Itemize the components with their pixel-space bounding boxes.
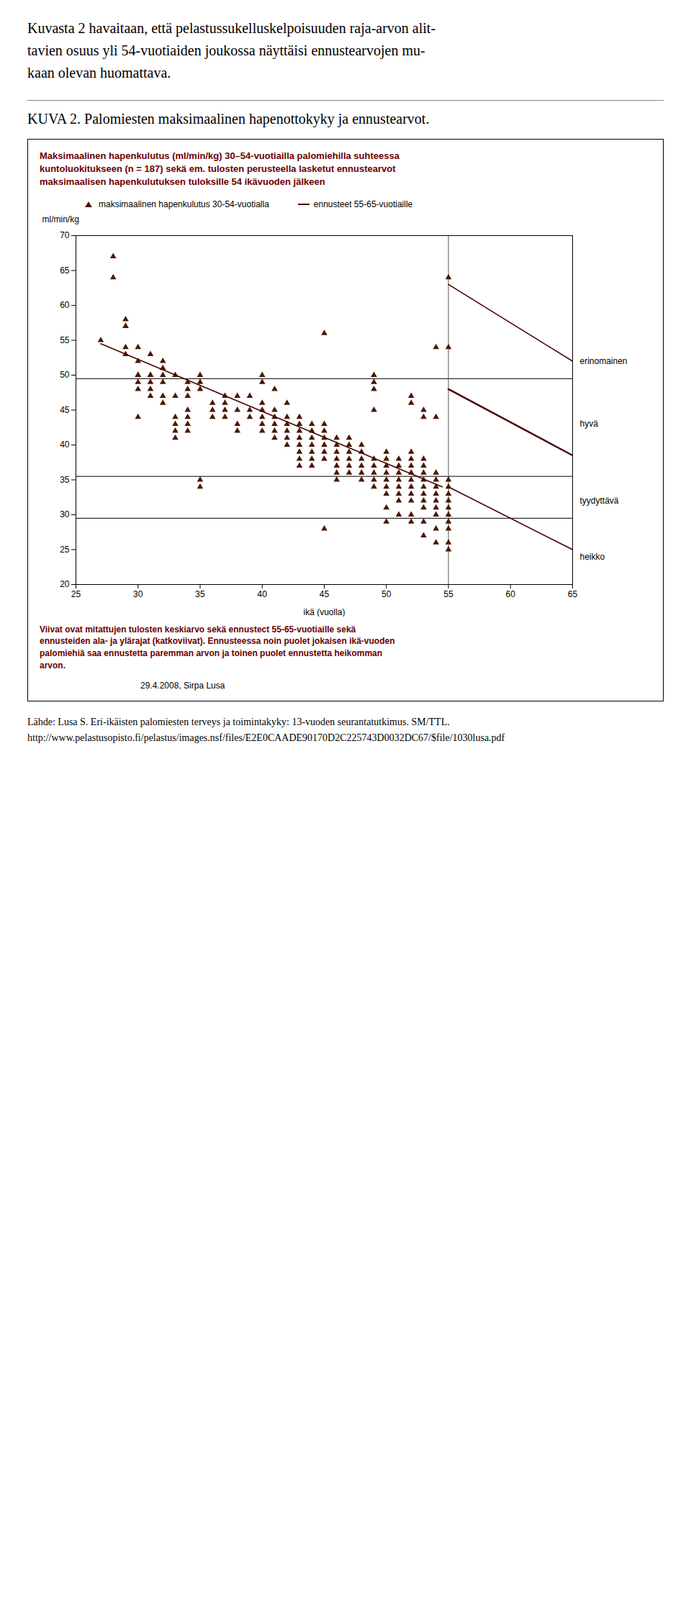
- svg-text:tyydyttävä: tyydyttävä: [580, 495, 620, 507]
- svg-text:40: 40: [257, 589, 268, 600]
- html-text:http://www.pelastusopisto.fi/p: http://www.pelastusopisto.fi/pelastus/im…: [27, 732, 505, 744]
- svg-text:25: 25: [59, 544, 70, 555]
- svg-text:35: 35: [195, 589, 206, 600]
- svg-text:25: 25: [71, 589, 82, 600]
- svg-text:50: 50: [381, 589, 392, 600]
- svg-text:45: 45: [319, 589, 330, 600]
- html-text:KUVA 2. Palomiesten maksimaali: KUVA 2. Palomiesten maksimaalinen hapeno…: [27, 110, 430, 127]
- svg-text:45: 45: [59, 404, 70, 415]
- svg-text:60: 60: [506, 589, 517, 600]
- svg-text:70: 70: [59, 230, 70, 241]
- svg-text:40: 40: [59, 439, 70, 450]
- svg-text:55: 55: [443, 589, 454, 600]
- svg-text:50: 50: [59, 369, 70, 381]
- svg-text:55: 55: [59, 334, 70, 345]
- html-text:Maksimaalinen hapenkulutus (ml: Maksimaalinen hapenkulutus (ml/min/kg) 3…: [39, 150, 400, 188]
- svg-text:65: 65: [567, 589, 578, 600]
- svg-text:35: 35: [59, 474, 70, 485]
- svg-text:65: 65: [59, 264, 70, 275]
- svg-text:30: 30: [133, 589, 144, 600]
- svg-text:erinomainen: erinomainen: [580, 356, 628, 367]
- html-text:Lähde: Lusa S. Eri-ikäisten pa: Lähde: Lusa S. Eri-ikäisten palomiesten …: [27, 716, 450, 728]
- html-text:ennusteet 55-65-vuotiaille: ennusteet 55-65-vuotiaille: [313, 199, 413, 210]
- svg-text:hyvä: hyvä: [580, 418, 599, 429]
- html-text:Kuvasta 2 havaitaan, että pela: Kuvasta 2 havaitaan, että pelastussukell…: [27, 20, 436, 81]
- svg-text:ikä (vuolla): ikä (vuolla): [303, 606, 345, 617]
- svg-text:60: 60: [59, 300, 70, 311]
- html-text:maksimaalinen hapenkulutus 30-: maksimaalinen hapenkulutus 30-54-vuotial…: [98, 199, 270, 210]
- svg-text:30: 30: [59, 509, 70, 520]
- svg-text:20: 20: [59, 579, 70, 590]
- svg-text:ml/min/kg: ml/min/kg: [42, 214, 80, 225]
- html-text:29.4.2008, Sirpa Lusa: 29.4.2008, Sirpa Lusa: [140, 680, 225, 691]
- svg-text:heikko: heikko: [580, 551, 606, 562]
- html-text:Viivat ovat mitattujen tuloste: Viivat ovat mitattujen tulosten keskiarv…: [39, 624, 395, 671]
